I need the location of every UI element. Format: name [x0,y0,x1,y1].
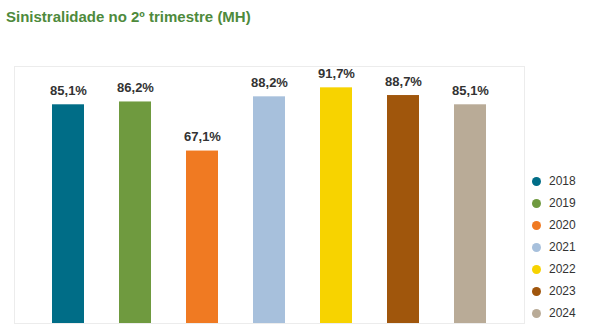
svg-text:85,1%: 85,1% [452,83,489,98]
html-text:2022: 2022 [549,262,576,276]
html-text:Sinistralidade no 2º trimestre: Sinistralidade no 2º trimestre (MH) [6,8,251,25]
svg-text:88,7%: 88,7% [385,74,422,89]
svg-text:88,2%: 88,2% [251,75,288,90]
svg-text:85,1%: 85,1% [50,83,87,98]
html-text:2019: 2019 [549,196,576,210]
html-text:2018: 2018 [549,174,576,188]
svg-text:67,1%: 67,1% [184,129,221,144]
svg-text:91,7%: 91,7% [318,66,355,81]
html-text:2023: 2023 [549,284,576,298]
html-text:2020: 2020 [549,218,576,232]
html-text:2024: 2024 [549,306,576,320]
html-text:2021: 2021 [549,240,576,254]
svg-text:86,2%: 86,2% [117,80,154,95]
